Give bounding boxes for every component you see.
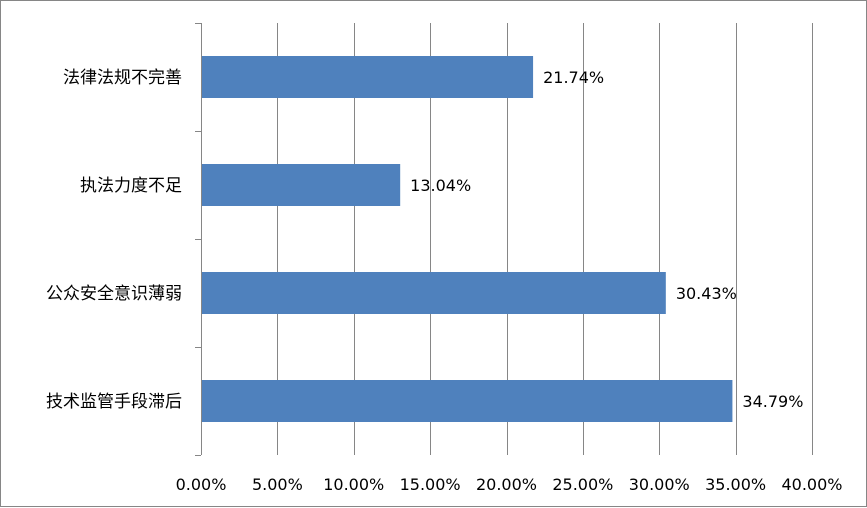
axes xyxy=(195,23,202,456)
x-tick-label: 25.00% xyxy=(552,475,613,494)
bar xyxy=(202,164,401,206)
x-tick-label: 40.00% xyxy=(781,475,842,494)
bar xyxy=(202,56,534,98)
data-labels: 21.74% 13.04% 30.43% 34.79% xyxy=(410,68,803,411)
data-label: 21.74% xyxy=(543,68,604,87)
category-label: 公众安全意识薄弱 xyxy=(46,284,182,304)
x-tick-label: 20.00% xyxy=(476,475,537,494)
category-label: 技术监管手段滞后 xyxy=(46,392,182,412)
category-label: 法律法规不完善 xyxy=(63,68,182,88)
x-tick-label: 15.00% xyxy=(400,475,461,494)
bars xyxy=(202,56,733,422)
x-tick-label: 35.00% xyxy=(705,475,766,494)
x-tick-label: 5.00% xyxy=(252,475,303,494)
data-label: 34.79% xyxy=(742,392,803,411)
data-label: 13.04% xyxy=(410,176,471,195)
category-label: 执法力度不足 xyxy=(80,176,182,196)
x-tick-label: 10.00% xyxy=(323,475,384,494)
data-label: 30.43% xyxy=(676,284,737,303)
x-tick-label: 30.00% xyxy=(629,475,690,494)
x-tick-label: 0.00% xyxy=(176,475,227,494)
bar xyxy=(202,380,733,422)
x-tick-labels: 0.00% 5.00% 10.00% 15.00% 20.00% 25.00% 30.00%… xyxy=(176,475,843,494)
bar xyxy=(202,272,666,314)
